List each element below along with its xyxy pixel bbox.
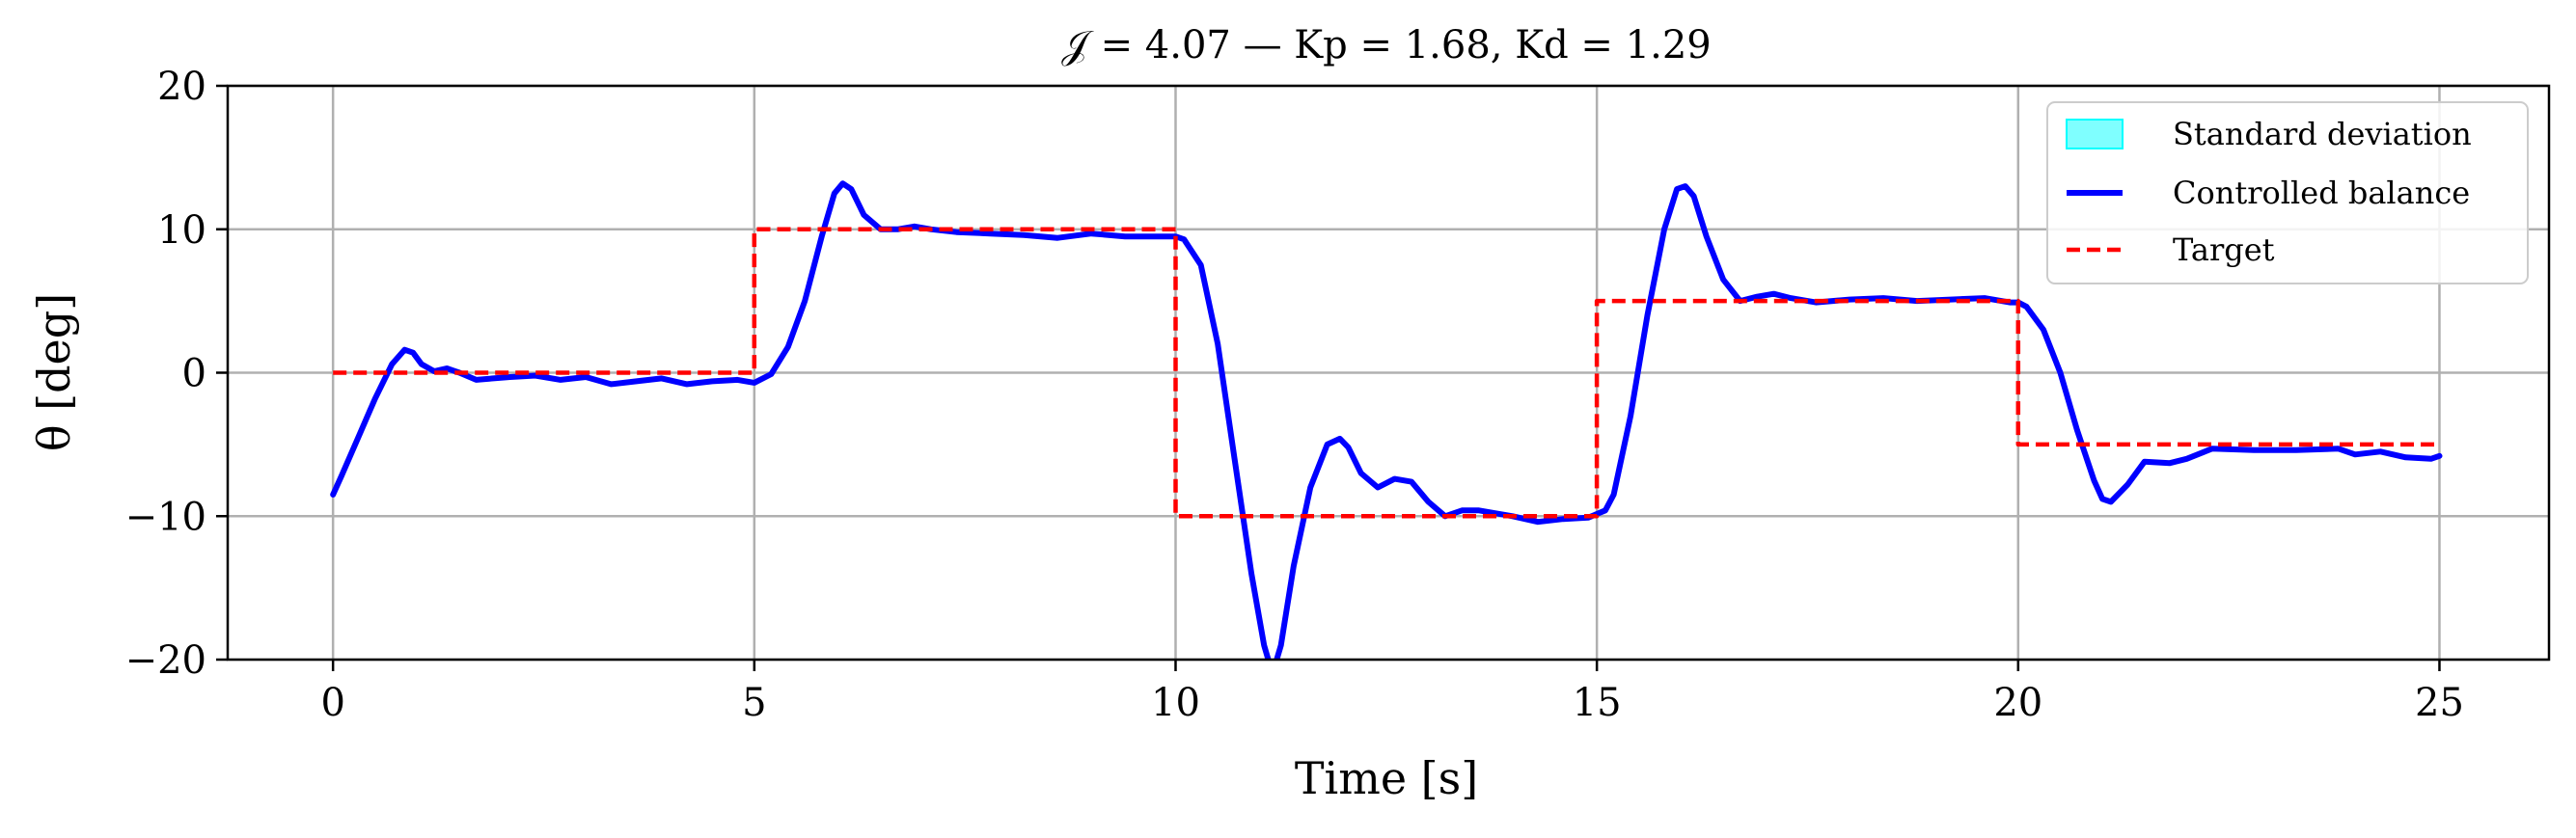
- legend-label-controlled-balance: Controlled balance: [2173, 175, 2470, 211]
- x-tick-label: 5: [742, 681, 766, 725]
- y-tick-label: 20: [157, 65, 206, 109]
- ticks: 0 5 10 15 20 25 −20 −10 0 10 20: [125, 65, 2464, 725]
- x-tick-label: 25: [2415, 681, 2464, 725]
- x-tick-label: 0: [320, 681, 344, 725]
- y-axis-label: θ [deg]: [28, 293, 80, 451]
- x-tick-label: 15: [1573, 681, 1622, 725]
- x-axis-label: Time [s]: [1295, 752, 1478, 804]
- legend-label-standard-deviation: Standard deviation: [2173, 116, 2472, 152]
- y-tick-label: 10: [157, 208, 206, 253]
- series-controlled-balance: [330, 180, 2443, 660]
- x-tick-label: 20: [1993, 681, 2042, 725]
- series-target: [333, 227, 2440, 519]
- y-tick-label: 0: [182, 352, 206, 396]
- chart-title: 𝒥 = 4.07 — Kp = 1.68, Kd = 1.29: [1061, 23, 1711, 68]
- y-tick-label: −10: [125, 495, 206, 539]
- plot-area: [330, 180, 2443, 660]
- legend: Standard deviation Controlled balance Ta…: [2046, 101, 2529, 284]
- legend-swatch-standard-deviation: [2066, 119, 2124, 149]
- legend-box: [2046, 101, 2529, 284]
- legend-label-target: Target: [2173, 231, 2275, 268]
- x-tick-label: 10: [1151, 681, 1200, 725]
- y-tick-label: −20: [125, 638, 206, 683]
